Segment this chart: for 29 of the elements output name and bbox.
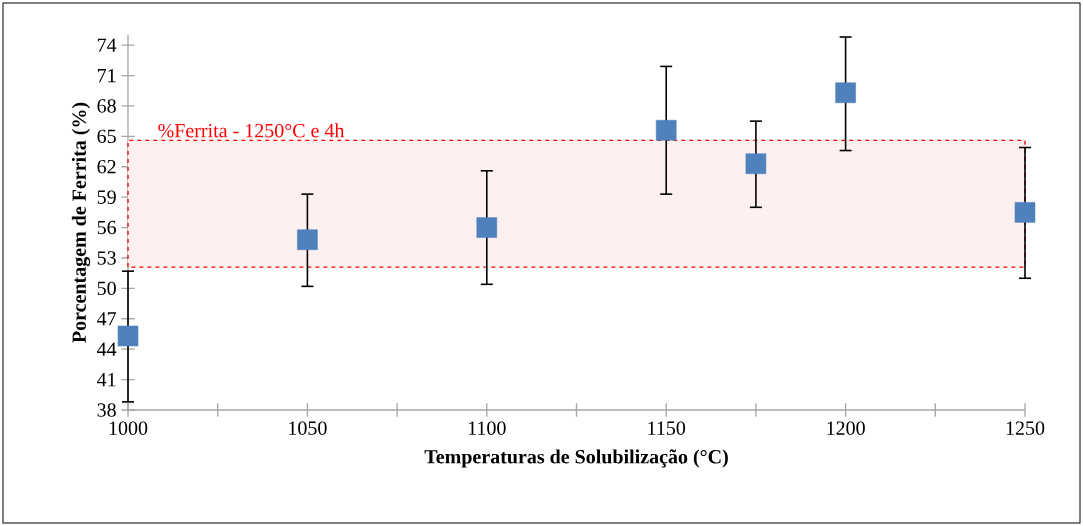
point (297, 229, 318, 250)
point (835, 82, 856, 104)
y-tick-label: 53 (97, 251, 116, 265)
point (745, 153, 767, 174)
y-tick-label: 65 (97, 129, 116, 144)
y-tick-label: 68 (97, 99, 116, 113)
point (1014, 202, 1036, 223)
x-tick-label: 1150 (648, 421, 686, 435)
y-tick-label: 38 (97, 403, 116, 417)
y-tick-label: 44 (97, 342, 117, 356)
y-tick-label: 74 (97, 38, 117, 52)
x-tick-label: 1250 (1006, 421, 1045, 435)
point (655, 120, 677, 141)
y-tick-label: 41 (97, 373, 116, 387)
y-tick-label: 71 (97, 68, 116, 83)
x-tick-label: 1200 (827, 421, 865, 435)
point (476, 217, 498, 238)
point (117, 325, 139, 347)
y-tick-label: 47 (97, 312, 117, 326)
x-tick-label: 1100 (468, 421, 506, 435)
x-tick-label: 1000 (109, 421, 148, 435)
band-label: %Ferrita - 1250°C e 4h (158, 123, 345, 138)
y-tick-label: 59 (97, 190, 116, 204)
x-axis-title: Temperaturas de Solubilização (°C) (424, 449, 728, 468)
y-tick-label: 62 (97, 160, 116, 174)
y-tick-label: 56 (97, 220, 117, 235)
y-tick-label: 50 (97, 281, 116, 296)
y-axis-title: Porcentagem de Ferrita (%) (71, 102, 91, 343)
x-tick-label: 1050 (289, 421, 327, 435)
